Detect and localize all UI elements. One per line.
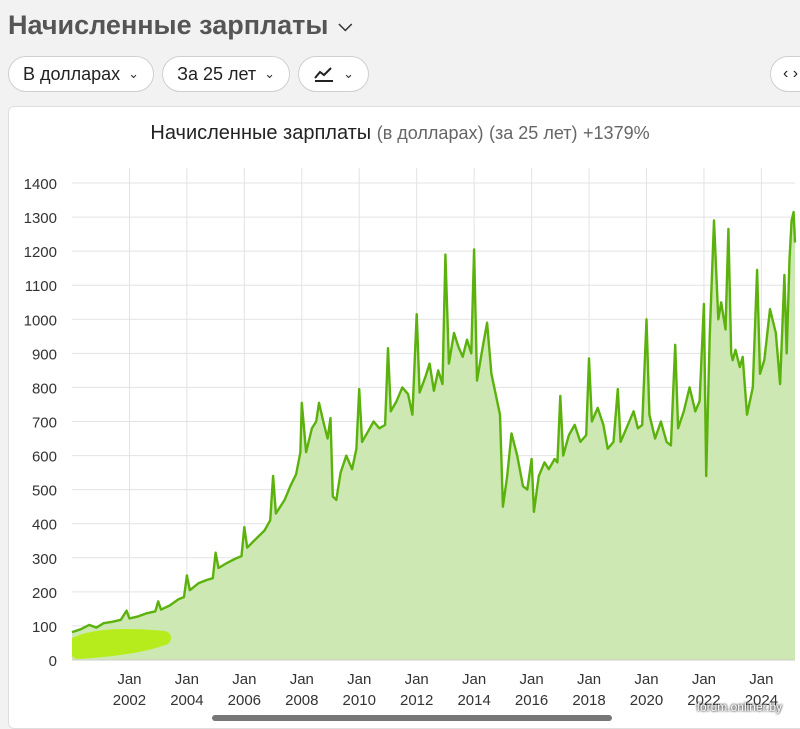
y-tick-label: 100	[32, 619, 57, 636]
salary-line	[71, 210, 797, 634]
x-tick-label-month: Jan	[520, 671, 544, 688]
y-tick-label: 600	[32, 449, 57, 466]
chevron-left-right-icon: ‹ ›	[783, 65, 799, 82]
chart-title-change: +1379%	[583, 123, 650, 143]
x-tick-label-year: 2004	[170, 692, 203, 709]
y-tick-label: 200	[32, 585, 57, 602]
y-tick-label: 500	[32, 483, 57, 500]
salary-area-fill	[72, 212, 795, 660]
horizontal-scrollbar[interactable]	[212, 715, 612, 721]
y-tick-label: 900	[32, 346, 57, 363]
y-tick-label: 300	[32, 551, 57, 568]
chevron-down-icon: ⌄	[343, 66, 354, 81]
chart-title-period: (за 25 лет)	[489, 123, 578, 143]
x-tick-label-month: Jan	[749, 671, 773, 688]
x-tick-label-year: 2012	[400, 692, 433, 709]
x-tick-label-month: Jan	[634, 671, 658, 688]
x-tick-label-year: 2016	[515, 692, 548, 709]
x-tick-label-year: 2010	[343, 692, 376, 709]
y-tick-label: 0	[49, 653, 57, 670]
chevron-down-icon[interactable]: ⌵	[338, 15, 353, 35]
chevron-down-icon: ⌄	[264, 66, 276, 81]
x-tick-label-month: Jan	[462, 671, 486, 688]
page-title[interactable]: Начисленные зарплаты ⌵	[8, 10, 352, 41]
x-tick-label-month: Jan	[117, 671, 141, 688]
currency-dropdown[interactable]: В долларах ⌄	[8, 56, 155, 92]
x-tick-label-year: 2020	[630, 692, 663, 709]
line-chart-icon	[314, 67, 334, 82]
x-tick-label-year: 2024	[745, 692, 778, 709]
x-tick-label-month: Jan	[175, 671, 199, 688]
x-tick-label-year: 2006	[228, 692, 261, 709]
watermark: forum.onliner.by	[696, 700, 782, 714]
x-tick-label-year: 2002	[113, 692, 146, 709]
y-tick-label: 1000	[24, 312, 57, 329]
chevron-down-icon: ⌄	[128, 66, 140, 81]
period-dropdown[interactable]: За 25 лет ⌄	[162, 56, 291, 92]
chart-title-unit: (в долларах)	[376, 123, 484, 143]
currency-dropdown-label: В долларах	[23, 63, 121, 84]
x-tick-label-month: Jan	[692, 671, 716, 688]
x-tick-label-month: Jan	[347, 671, 371, 688]
y-tick-label: 400	[32, 517, 57, 534]
y-tick-label: 1200	[24, 244, 57, 261]
chart-title: Начисленные зарплаты (в долларах) (за 25…	[0, 122, 800, 145]
x-tick-label-month: Jan	[577, 671, 601, 688]
x-tick-label-year: 2014	[457, 692, 490, 709]
x-tick-label-month: Jan	[290, 671, 314, 688]
y-tick-label: 700	[32, 415, 57, 432]
x-tick-label-month: Jan	[232, 671, 256, 688]
x-tick-label-year: 2008	[285, 692, 318, 709]
x-tick-label-year: 2018	[572, 692, 605, 709]
y-tick-label: 1300	[24, 210, 57, 227]
highlighter-scribble	[72, 629, 171, 659]
page-title-text: Начисленные зарплаты	[8, 10, 329, 40]
period-dropdown-label: За 25 лет	[177, 63, 257, 84]
filter-bar: В долларах ⌄ За 25 лет ⌄ ⌄	[8, 56, 369, 92]
x-tick-label-year: 2022	[687, 692, 720, 709]
chart-title-main: Начисленные зарплаты	[150, 122, 372, 144]
y-tick-label: 1400	[24, 176, 57, 193]
chart-type-dropdown[interactable]: ⌄	[298, 56, 369, 92]
nav-arrows-button[interactable]: ‹ ›	[770, 56, 800, 92]
x-tick-label-month: Jan	[405, 671, 429, 688]
y-tick-label: 1100	[25, 278, 57, 295]
y-tick-label: 800	[32, 380, 57, 397]
